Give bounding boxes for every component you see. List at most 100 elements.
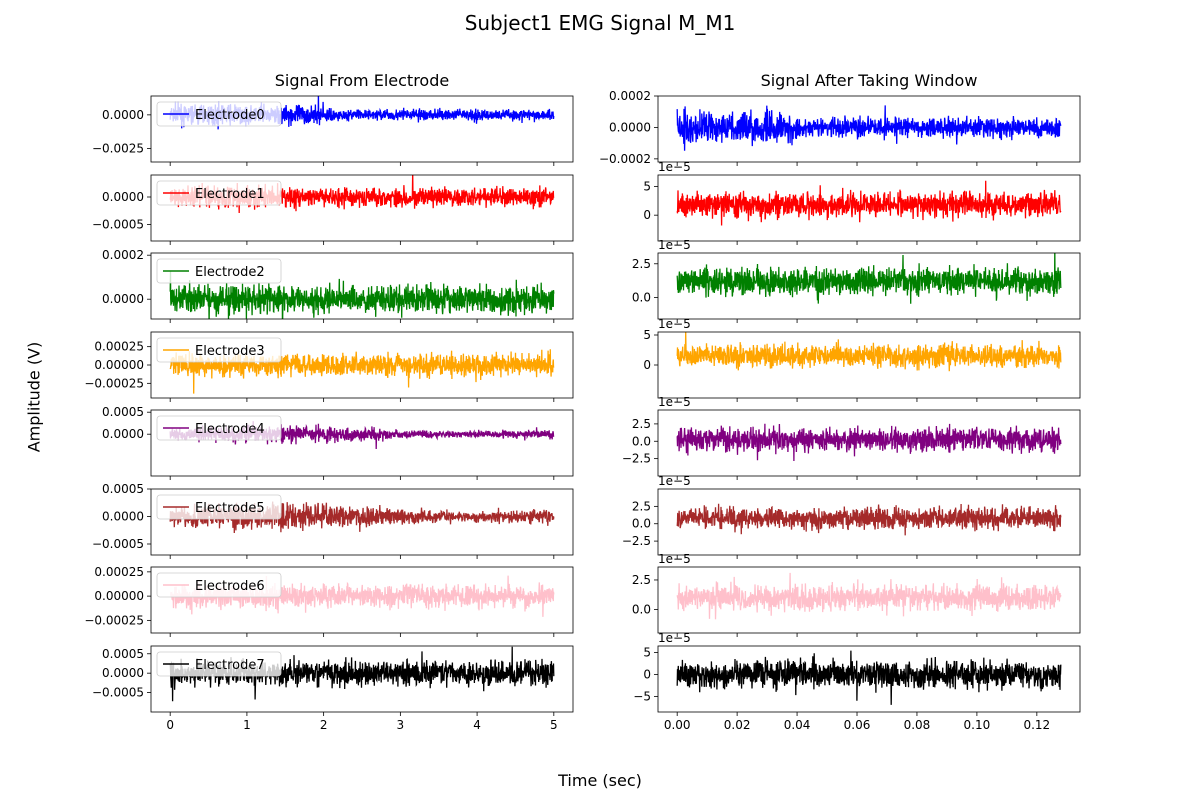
y-tick-label: 0.00025	[94, 565, 144, 579]
legend: Electrode1	[156, 180, 282, 206]
y-tick-label: −0.00025	[84, 613, 144, 627]
y-tick-label: −0.0005	[92, 686, 144, 700]
signal-line-electrode3	[676, 332, 1062, 372]
signal-line-electrode5	[169, 501, 555, 534]
y-tick-label: −0.00025	[84, 376, 144, 390]
y-tick-label: 0.0005	[102, 647, 144, 661]
figure-xlabel: Time (sec)	[558, 771, 642, 790]
y-tick-label: 5	[643, 179, 651, 193]
axes-frame	[657, 488, 1081, 556]
legend: Electrode0	[156, 101, 282, 127]
y-tick-label: 0	[643, 208, 651, 222]
axes-frame	[657, 409, 1081, 477]
legend-label: Electrode1	[195, 187, 265, 202]
signal-line-electrode1	[676, 180, 1062, 226]
legend-label: Electrode2	[195, 265, 265, 280]
panel-win-4: −2.5 0.0 2.5 1e−5	[622, 395, 1081, 480]
panel-win-5: −2.5 0.0 2.5 1e−5	[622, 474, 1081, 559]
axes-frame	[150, 409, 574, 477]
y-tick-label: −5	[633, 690, 651, 704]
offset-text: 1e−5	[658, 238, 691, 252]
panel-win-0: −0.0002 0.0000 0.0002	[599, 89, 1081, 166]
signal-line-electrode4	[676, 423, 1062, 462]
y-tick-label: 2.5	[632, 417, 651, 431]
legend: Electrode4	[156, 415, 282, 441]
offset-text: 1e−5	[658, 395, 691, 409]
y-tick-label: 0.0000	[102, 108, 144, 122]
panel-raw-6: −0.00025 0.00000 0.00025 Electrode6	[84, 565, 574, 637]
signal-line-electrode2	[676, 253, 1062, 304]
panel-raw-1: −0.0005 0.0000 Electrode1	[92, 174, 574, 245]
axes-frame	[150, 174, 574, 242]
y-tick-label: 2.5	[632, 257, 651, 271]
legend: Electrode7	[156, 651, 282, 677]
panel-raw-4: 0.0000 0.0005 Electrode4	[102, 405, 574, 480]
y-tick-label: 0.0000	[102, 427, 144, 441]
y-tick-label: 0	[643, 668, 651, 682]
offset-text: 1e−5	[658, 160, 691, 174]
column-title-raw: Signal From Electrode	[274, 71, 450, 90]
x-tick-label: 4	[473, 718, 481, 732]
y-tick-label: 2.5	[632, 499, 651, 513]
x-tick-label: 0.02	[724, 718, 751, 732]
x-tick-label: 5	[550, 718, 558, 732]
y-tick-label: 2.5	[632, 573, 651, 587]
axes-frame	[657, 252, 1081, 320]
x-tick-label: 0.08	[904, 718, 931, 732]
axes-frame	[150, 95, 574, 163]
legend: Electrode5	[156, 494, 282, 520]
legend-label: Electrode3	[195, 344, 265, 359]
y-tick-label: 0.0000	[102, 666, 144, 680]
legend-label: Electrode0	[195, 108, 265, 123]
axes-frame	[657, 566, 1081, 634]
signal-line-electrode6	[676, 572, 1062, 620]
y-tick-label: 0.0	[632, 434, 651, 448]
x-tick-label: 0.12	[1023, 718, 1050, 732]
signal-line-electrode0	[676, 105, 1062, 151]
axes-frame	[657, 174, 1081, 242]
y-tick-label: 0.0	[632, 290, 651, 304]
y-tick-label: 0.0005	[102, 482, 144, 496]
legend-label: Electrode4	[195, 422, 265, 437]
y-tick-label: 0.0002	[609, 89, 651, 103]
x-tick-label: 0.06	[844, 718, 871, 732]
y-tick-label: 0.0005	[102, 405, 144, 419]
panel-raw-0: −0.0025 0.0000 Electrode0	[92, 95, 574, 166]
y-tick-label: 0.0000	[102, 190, 144, 204]
y-tick-label: 0.0000	[102, 510, 144, 524]
legend-box	[156, 258, 282, 284]
y-tick-label: 0.00000	[94, 358, 144, 372]
y-tick-label: −2.5	[622, 452, 651, 466]
y-tick-label: −2.5	[622, 534, 651, 548]
legend-label: Electrode5	[195, 501, 265, 516]
y-tick-label: 0.0	[632, 602, 651, 616]
legend-box	[156, 180, 282, 206]
x-tick-label: 0.00	[664, 718, 691, 732]
legend-box	[156, 415, 282, 441]
legend-label: Electrode6	[195, 579, 265, 594]
axes-frame	[150, 645, 574, 713]
x-tick-label: 0.04	[784, 718, 811, 732]
y-tick-label: 0.0000	[102, 292, 144, 306]
y-tick-label: 0.0	[632, 517, 651, 531]
legend-box	[156, 337, 282, 363]
axes-frame	[150, 488, 574, 556]
legend: Electrode6	[156, 572, 282, 598]
legend-box	[156, 651, 282, 677]
y-tick-label: −0.0025	[92, 142, 144, 156]
legend: Electrode3	[156, 337, 282, 363]
column-title-window: Signal After Taking Window	[760, 71, 978, 90]
offset-text: 1e−5	[658, 317, 691, 331]
y-tick-label: −0.0002	[599, 152, 651, 166]
panel-win-7: 0.00 0.02 0.04 0.06 0.08 0.10 0.12 −5 0 5 1e−5	[633, 631, 1081, 732]
signal-line-electrode5	[676, 503, 1062, 536]
axes-frame	[150, 566, 574, 634]
panel-win-6: 0.0 2.5 1e−5	[632, 552, 1081, 637]
y-tick-label: 0.0002	[102, 248, 144, 262]
panel-raw-7: 0 1 2 3 4 5 −0.0005 0.0000 0.0005 Electrode7	[92, 645, 574, 732]
y-tick-label: 5	[643, 646, 651, 660]
signal-line-electrode7	[676, 650, 1062, 705]
legend-box	[156, 572, 282, 598]
figure-title: Subject1 EMG Signal M_M1	[464, 11, 736, 35]
